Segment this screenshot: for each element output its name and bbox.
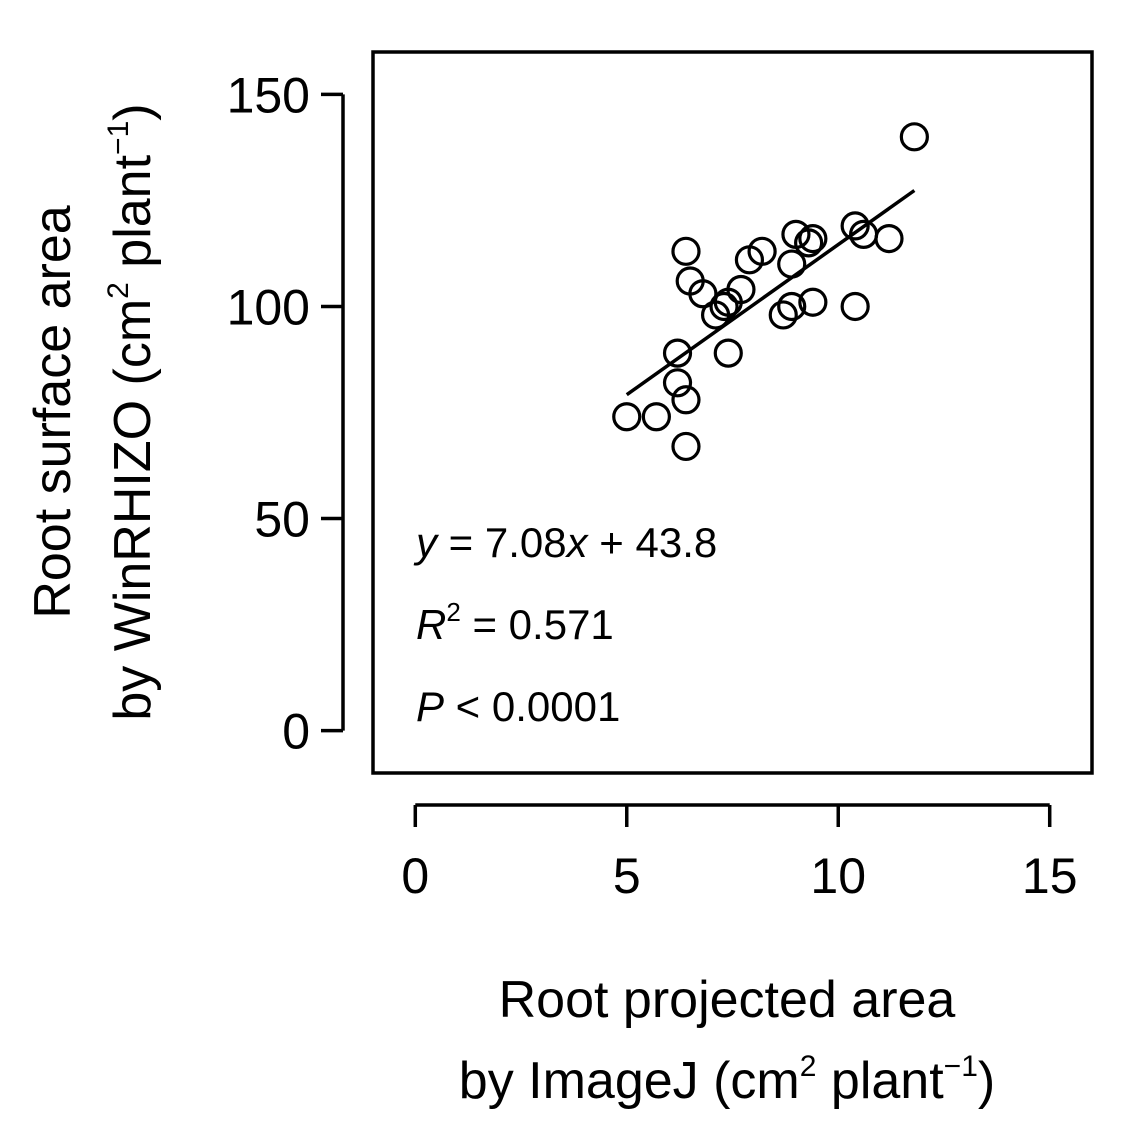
data-point bbox=[798, 224, 828, 254]
data-point bbox=[662, 338, 693, 368]
data-point bbox=[768, 300, 798, 330]
regression-line bbox=[625, 189, 916, 397]
data-points bbox=[612, 122, 929, 462]
data-point bbox=[798, 287, 828, 317]
data-point bbox=[777, 291, 807, 322]
data-point bbox=[671, 385, 701, 415]
equation-annotation: y = 7.08x + 43.8 bbox=[413, 519, 717, 566]
data-point bbox=[777, 249, 807, 279]
y-axis-title-line2: by WinRHIZO (cm2 plant−1) bbox=[102, 103, 162, 720]
data-point bbox=[874, 224, 904, 254]
data-point bbox=[671, 236, 701, 266]
data-point bbox=[840, 291, 870, 322]
data-point bbox=[840, 211, 870, 241]
y-tick-label: 150 bbox=[227, 67, 310, 123]
data-point bbox=[899, 122, 929, 152]
data-point bbox=[794, 228, 824, 258]
data-point bbox=[713, 338, 743, 368]
data-point bbox=[662, 368, 693, 398]
x-tick-label: 0 bbox=[401, 848, 429, 904]
data-point bbox=[709, 291, 739, 322]
r-squared-annotation: R2 = 0.571 bbox=[416, 597, 614, 648]
x-axis-title-line2: by ImageJ (cm2 plant−1) bbox=[459, 1050, 995, 1110]
x-tick-label: 15 bbox=[1022, 848, 1078, 904]
x-axis: 0 5 10 15 bbox=[401, 803, 1078, 904]
p-value-annotation: P < 0.0001 bbox=[416, 683, 620, 730]
data-point bbox=[747, 236, 777, 266]
y-axis-title-line1: Root surface area bbox=[24, 205, 82, 618]
y-axis: 0 50 100 150 bbox=[227, 67, 345, 760]
x-tick-label: 5 bbox=[613, 848, 641, 904]
data-point bbox=[612, 402, 642, 432]
data-point bbox=[726, 274, 756, 305]
data-point bbox=[688, 279, 718, 309]
y-tick-label: 0 bbox=[282, 704, 310, 760]
x-tick-label: 10 bbox=[810, 848, 866, 904]
x-axis-title-line1: Root projected area bbox=[499, 971, 956, 1029]
data-point bbox=[671, 431, 701, 462]
y-tick-label: 50 bbox=[254, 492, 310, 548]
plot-frame bbox=[371, 50, 1094, 775]
data-point bbox=[641, 402, 671, 432]
y-tick-label: 100 bbox=[227, 279, 310, 335]
